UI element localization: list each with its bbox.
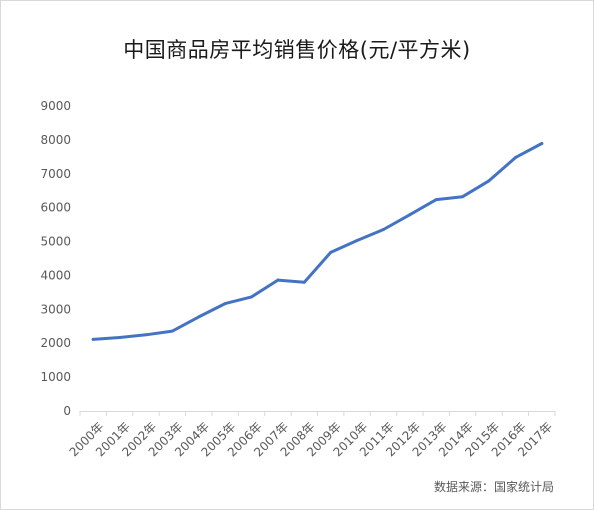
- data-point: [302, 280, 306, 284]
- chart-title: 中国商品房平均销售价格(元/平方米): [123, 38, 471, 62]
- y-tick-label: 9000: [40, 99, 71, 113]
- data-point: [408, 213, 412, 217]
- data-point: [329, 250, 333, 254]
- y-tick-label: 1000: [40, 370, 71, 384]
- y-tick-label: 7000: [40, 167, 71, 181]
- data-point: [223, 302, 227, 306]
- data-point: [355, 238, 359, 242]
- series-line: [91, 142, 544, 341]
- data-point: [434, 198, 438, 202]
- data-point: [487, 179, 491, 183]
- data-point: [276, 278, 280, 282]
- data-point: [197, 315, 201, 319]
- y-tick-label: 5000: [40, 235, 71, 249]
- y-tick-label: 6000: [40, 201, 71, 215]
- data-point: [250, 295, 254, 299]
- y-tick-label: 3000: [40, 302, 71, 316]
- y-tick-label: 2000: [40, 336, 71, 350]
- data-point: [118, 335, 122, 339]
- data-point: [144, 333, 148, 337]
- data-point: [540, 142, 544, 146]
- y-tick-label: 4000: [40, 268, 71, 282]
- y-tick-label: 8000: [40, 133, 71, 147]
- data-point: [513, 156, 517, 160]
- y-tick-label: 0: [63, 404, 71, 418]
- data-point: [461, 195, 465, 199]
- source-note: 数据来源：国家统计局: [433, 480, 554, 494]
- data-point: [91, 337, 95, 341]
- data-point: [381, 227, 385, 231]
- data-point: [170, 329, 174, 333]
